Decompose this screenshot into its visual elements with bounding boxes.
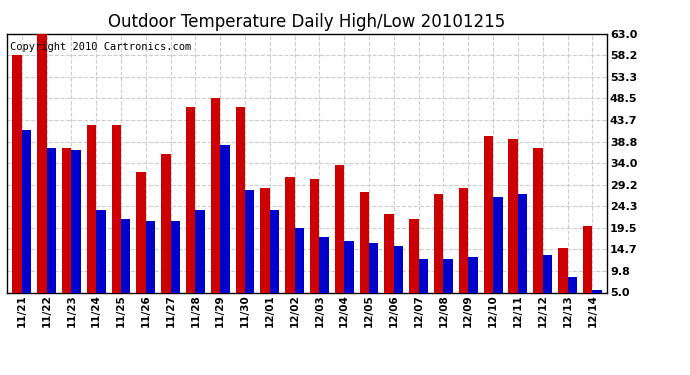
Bar [195, 210, 205, 292]
Bar [558, 248, 567, 292]
Bar [137, 172, 146, 292]
Bar [12, 55, 22, 292]
Bar [359, 192, 369, 292]
Bar [444, 259, 453, 292]
Bar [419, 259, 428, 292]
Bar [567, 277, 577, 292]
Bar [518, 194, 527, 292]
Bar [62, 147, 71, 292]
Bar [484, 136, 493, 292]
Bar [409, 219, 419, 292]
Bar [245, 190, 255, 292]
Bar [583, 226, 592, 292]
Bar [220, 145, 230, 292]
Bar [146, 221, 155, 292]
Bar [87, 125, 96, 292]
Bar [235, 107, 245, 292]
Bar [434, 194, 444, 292]
Bar [384, 214, 394, 292]
Bar [592, 290, 602, 292]
Text: Copyright 2010 Cartronics.com: Copyright 2010 Cartronics.com [10, 42, 191, 51]
Bar [394, 246, 403, 292]
Bar [161, 154, 170, 292]
Bar [37, 34, 47, 292]
Bar [319, 237, 329, 292]
Bar [335, 165, 344, 292]
Bar [509, 139, 518, 292]
Bar [96, 210, 106, 292]
Bar [112, 125, 121, 292]
Bar [285, 177, 295, 292]
Bar [533, 147, 543, 292]
Bar [186, 107, 195, 292]
Bar [47, 147, 56, 292]
Bar [369, 243, 379, 292]
Bar [295, 228, 304, 292]
Bar [71, 150, 81, 292]
Bar [310, 179, 319, 292]
Bar [211, 99, 220, 292]
Title: Outdoor Temperature Daily High/Low 20101215: Outdoor Temperature Daily High/Low 20101… [108, 13, 506, 31]
Bar [270, 210, 279, 292]
Bar [493, 196, 502, 292]
Bar [459, 188, 469, 292]
Bar [469, 257, 477, 292]
Bar [260, 188, 270, 292]
Bar [170, 221, 180, 292]
Bar [121, 219, 130, 292]
Bar [543, 255, 552, 292]
Bar [344, 241, 354, 292]
Bar [22, 130, 31, 292]
